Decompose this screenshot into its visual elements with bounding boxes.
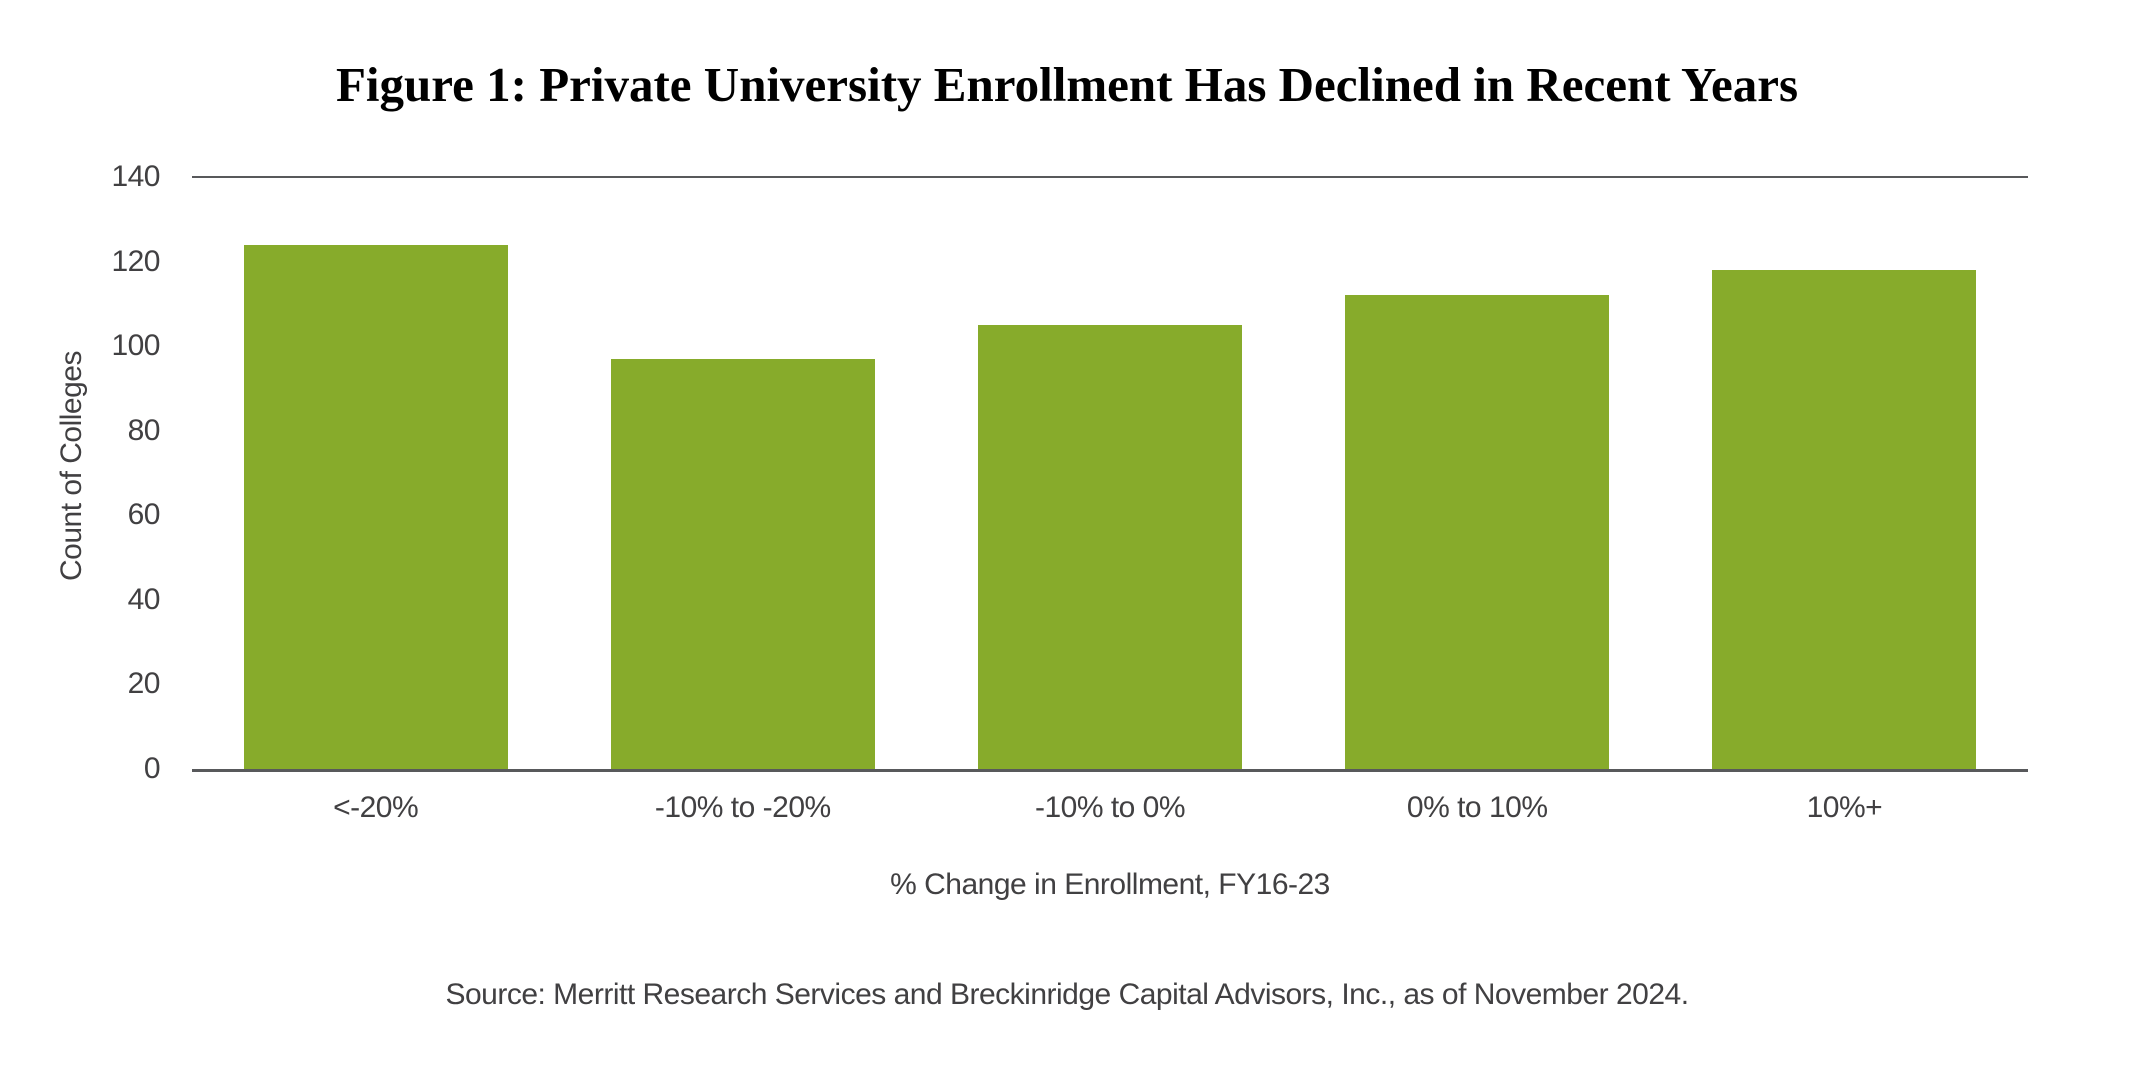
- bar-slot: [559, 177, 926, 769]
- y-tick-label: 20: [127, 667, 161, 701]
- bar-slot: [1294, 177, 1661, 769]
- y-tick-label: 0: [143, 752, 161, 785]
- bar: [1345, 295, 1610, 769]
- x-tick-label: -10% to 0%: [1034, 791, 1186, 824]
- top-gridline-140: [192, 176, 2028, 178]
- bar-slot: [1661, 177, 2028, 769]
- x-axis-line: [192, 769, 2028, 772]
- y-axis-title: Count of Colleges: [55, 351, 88, 581]
- bar: [1712, 270, 1977, 769]
- bar: [978, 325, 1242, 769]
- bar-slot: [192, 177, 559, 769]
- y-tick-label: 140: [111, 160, 160, 193]
- x-axis-title: % Change in Enrollment, FY16-23: [890, 868, 1330, 901]
- x-tick-label: 10%+: [1806, 791, 1883, 824]
- source-line: Source: Merritt Research Services and Br…: [445, 978, 1689, 1011]
- y-tick-label: 100: [111, 329, 160, 363]
- x-tick-label: <-20%: [333, 791, 419, 824]
- bar: [610, 358, 875, 769]
- y-tick-label: 60: [127, 498, 161, 532]
- y-axis-ticks: 0 20 40 60 80 100 120 140: [0, 0, 160, 1067]
- bar: [243, 244, 508, 769]
- x-tick-label: -10% to -20%: [654, 791, 831, 824]
- x-tick-label: 0% to 10%: [1406, 791, 1548, 824]
- bar-slot: [926, 177, 1293, 769]
- y-tick-label: 120: [111, 244, 160, 278]
- chart-title: Figure 1: Private University Enrollment …: [335, 57, 1799, 112]
- plot-area: [192, 177, 2028, 769]
- y-tick-label: 80: [127, 413, 161, 447]
- y-tick-label: 40: [127, 582, 161, 616]
- x-axis-labels: <-20% -10% to -20% -10% to 0% 0% to 10% 10%+: [192, 790, 2028, 826]
